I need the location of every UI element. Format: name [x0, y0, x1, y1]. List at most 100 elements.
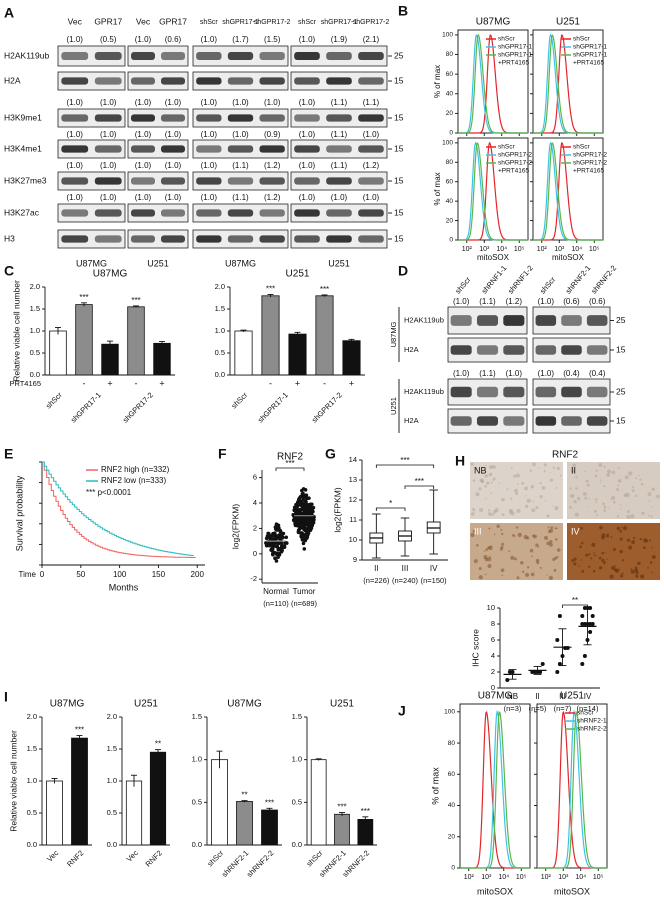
ihc-texture [539, 566, 542, 569]
y-axis-label: % of max [433, 172, 442, 205]
ratio: (1.0) [135, 161, 152, 170]
ihc-texture [487, 564, 492, 568]
ihc-texture [494, 508, 499, 513]
ihc-texture [587, 506, 589, 508]
panel-label: D [398, 263, 408, 279]
y-tick-label: 1.0 [30, 326, 40, 335]
cell-label: U87MG [225, 258, 256, 268]
ihc-texture [611, 470, 616, 475]
ratio: (1.1) [479, 297, 496, 306]
ihc-texture [640, 482, 644, 486]
ihc-texture [535, 543, 539, 547]
bar [315, 295, 334, 376]
blot-band [503, 386, 525, 398]
ihc-texture [617, 484, 620, 487]
blot-band [326, 177, 352, 185]
row-label: H3K27me3 [4, 175, 47, 185]
y-tick-label: 14 [349, 455, 357, 464]
chart-title: RNF2 [277, 452, 304, 463]
significance: *** [265, 798, 274, 807]
strip-dot [273, 525, 278, 529]
blot-band [358, 145, 384, 153]
strip-dot [274, 544, 279, 549]
ratio: (1.0) [299, 98, 316, 107]
ratio: (1.0) [363, 130, 380, 139]
ratio: (1.0) [67, 193, 84, 202]
blot-band [131, 235, 155, 243]
ihc-texture [478, 575, 483, 580]
blot-band [561, 416, 582, 426]
x-tick-label: 10⁴ [498, 874, 509, 881]
x-tick-label: 10² [464, 874, 475, 881]
ihc-texture [595, 514, 598, 517]
ihc-texture [600, 479, 602, 481]
x-axis-label: mitoSOX [477, 253, 510, 262]
bar [261, 809, 278, 846]
ihc-texture [612, 547, 617, 552]
ratio: (1.0) [100, 193, 117, 202]
legend-label: shGPR17-1 [498, 44, 532, 51]
lane-label: GPR17 [159, 16, 187, 26]
chart-title: U251 [286, 269, 310, 280]
blot-frame [127, 203, 189, 223]
y-axis-label: % of max [433, 65, 442, 98]
ihc-texture [651, 506, 653, 508]
y-tick-label: 0.5 [292, 797, 302, 806]
x-tick-label: IV [584, 692, 592, 701]
ihc-texture [606, 469, 612, 474]
ihc-texture [585, 553, 589, 557]
ihc-texture [488, 555, 491, 558]
ratio: (0.6) [563, 297, 580, 306]
ihc-texture [573, 562, 577, 566]
blot-band [358, 209, 384, 217]
row-label: H3K9me1 [4, 112, 42, 122]
blot-band [131, 145, 155, 153]
strip-dot [297, 509, 301, 514]
x-tick-label: II [374, 564, 378, 573]
strip-dot [305, 506, 310, 510]
y-axis-label: log2(FPKM) [332, 487, 342, 533]
ratio: (1.0) [264, 98, 281, 107]
strip-dot [300, 519, 305, 523]
blot-frame [57, 71, 126, 91]
ihc-texture [492, 477, 496, 481]
ihc-texture [619, 529, 623, 533]
ihc-texture [630, 569, 635, 574]
bracket [404, 485, 435, 489]
strip-dot [280, 531, 284, 536]
ratio: (1.0) [67, 98, 84, 107]
y-tick-label: 13 [349, 475, 357, 484]
strip-dot [276, 523, 280, 527]
ratio: (1.0) [299, 161, 316, 170]
ihc-texture [651, 487, 656, 492]
ratio: (1.9) [331, 35, 348, 44]
ihc-texture [584, 496, 588, 500]
ihc-texture [571, 559, 575, 563]
cell-title: U251 [556, 17, 580, 28]
ihc-texture [609, 574, 614, 579]
ratio: (1.0) [299, 35, 316, 44]
blot-band [94, 209, 122, 217]
blot-band [586, 416, 608, 426]
significance: ** [241, 791, 247, 800]
ihc-texture [622, 526, 628, 531]
ratio: (1.0) [453, 297, 470, 306]
legend-label: shGPR17-2 [498, 160, 532, 167]
ihc-texture [638, 474, 640, 477]
significance: *** [320, 285, 329, 294]
ihc-texture [509, 508, 513, 513]
x-tick-label: 10⁵ [593, 874, 604, 881]
blot-band [294, 77, 320, 85]
row-label: H2AK119ub [404, 387, 444, 396]
y-tick-label: 0.5 [30, 348, 40, 357]
strip-dot [303, 526, 308, 531]
chart-title: U87MG [227, 699, 262, 710]
x-tick-label: Normal [263, 587, 289, 596]
x-tick-label: IV [430, 564, 438, 573]
blot-band [586, 315, 608, 326]
strip-dot [277, 533, 282, 538]
ihc-texture [577, 496, 581, 501]
ihc-texture [628, 545, 633, 550]
legend-label: shScr [498, 144, 515, 151]
y-tick-label: 10 [349, 535, 357, 544]
